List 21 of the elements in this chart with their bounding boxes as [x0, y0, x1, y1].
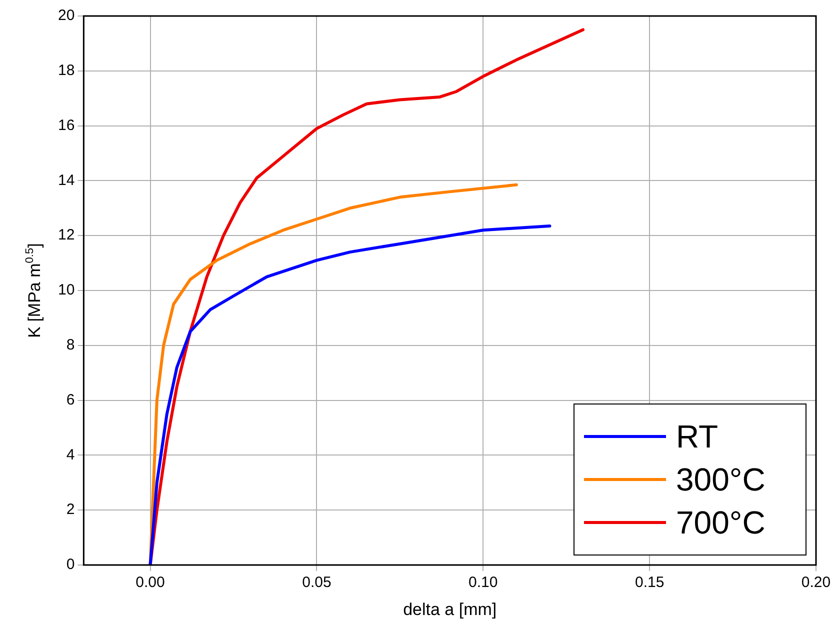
x-tick-label: 0.20: [801, 574, 831, 592]
x-tick-label: 0.05: [302, 574, 332, 592]
x-tick-label: 0.15: [634, 574, 664, 592]
legend-label: RT: [676, 418, 718, 454]
x-tick-label: 0.10: [468, 574, 498, 592]
y-tick-label: 18: [58, 62, 75, 80]
y-tick-label: 4: [66, 446, 75, 464]
y-tick-label: 2: [66, 501, 75, 518]
legend-label: 700°C: [676, 504, 766, 540]
x-axis-title: delta a [mm]: [403, 600, 497, 619]
y-tick-label: 12: [58, 226, 75, 244]
y-tick-label: 10: [58, 282, 75, 299]
y-tick-label: 16: [58, 116, 75, 134]
y-tick-label: 8: [66, 336, 75, 354]
y-tick-label: 14: [58, 172, 75, 189]
y-tick-label: 0: [66, 556, 75, 574]
y-tick-label: 6: [66, 391, 75, 408]
y-axis-title: K [MPa m0.5]: [24, 243, 44, 338]
legend-label: 300°C: [676, 461, 766, 498]
x-tick-label: 0.00: [136, 574, 165, 592]
y-tick-label: 20: [58, 7, 75, 24]
